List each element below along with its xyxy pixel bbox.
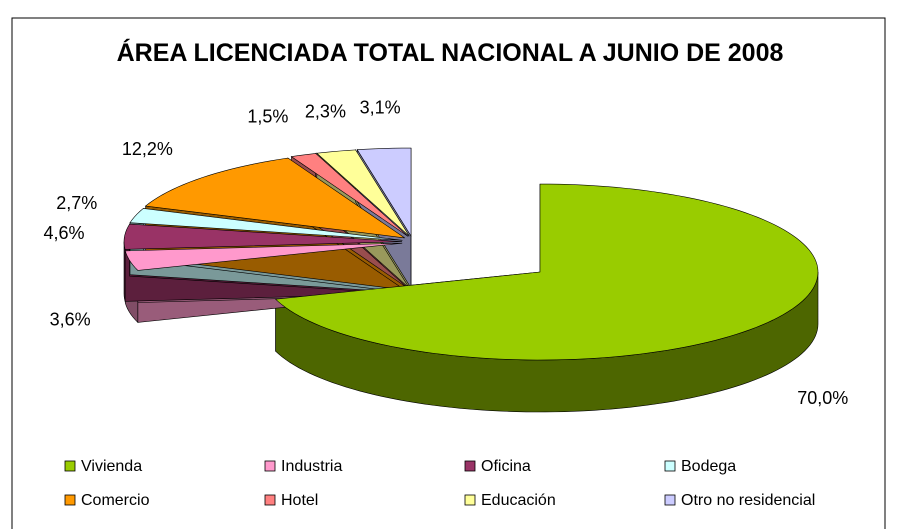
data-label: 3,1%: [360, 97, 401, 117]
legend-swatch: [264, 460, 276, 472]
data-label: 12,2%: [122, 139, 173, 159]
slice: [274, 183, 819, 361]
pie-tops: [123, 147, 819, 361]
slice: [316, 149, 410, 237]
slice: [124, 242, 403, 271]
legend-label: Educación: [481, 492, 556, 509]
legend-label: Oficina: [481, 458, 531, 475]
legend-swatch: [664, 460, 676, 472]
legend-label: Otro no residencial: [681, 492, 815, 509]
slice: [290, 153, 409, 237]
legend-swatch: [264, 494, 276, 506]
legend-label: Hotel: [281, 492, 318, 509]
slice-side: [123, 241, 126, 302]
data-label: 4,6%: [43, 223, 84, 243]
data-label: 1,5%: [247, 107, 288, 127]
slice: [129, 208, 403, 241]
legend-label: Bodega: [681, 458, 736, 475]
legend-swatch: [464, 460, 476, 472]
legend-label: Vivienda: [81, 458, 142, 475]
data-label: 70,0%: [797, 388, 848, 408]
legend-swatch: [64, 494, 76, 506]
legend-swatch: [64, 460, 76, 472]
slice: [144, 157, 405, 239]
slice: [356, 147, 412, 238]
data-label: 2,3%: [305, 101, 346, 121]
chart-title: ÁREA LICENCIADA TOTAL NACIONAL A JUNIO D…: [116, 39, 784, 67]
legend-label: Comercio: [81, 492, 150, 509]
data-label: 2,7%: [56, 193, 97, 213]
slice: [123, 223, 403, 250]
legend-swatch: [464, 494, 476, 506]
legend-label: Industria: [281, 458, 342, 475]
legend-swatch: [664, 494, 676, 506]
data-label: 3,6%: [50, 310, 91, 330]
